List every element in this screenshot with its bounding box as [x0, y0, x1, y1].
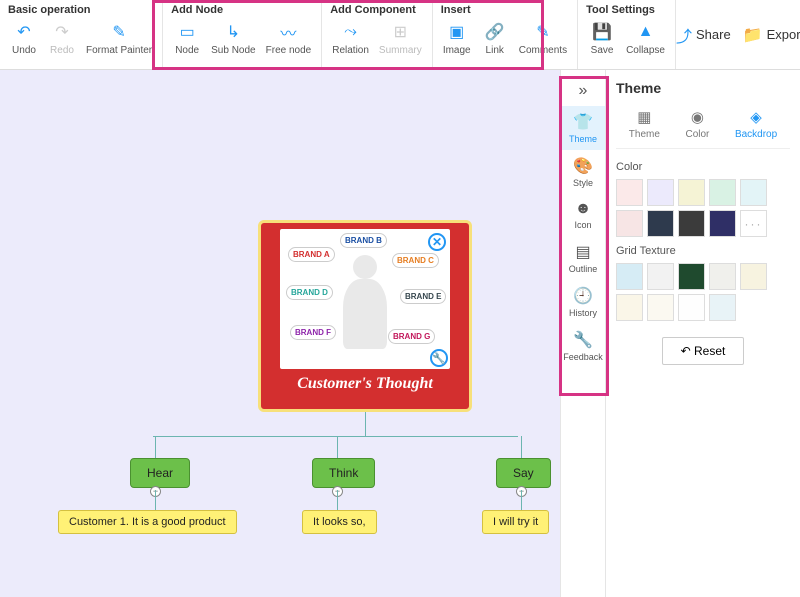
share-label: Share	[696, 27, 731, 42]
format-painter-label: Format Painter	[86, 45, 152, 56]
theme-tab-icon: ▦	[637, 108, 651, 126]
close-icon[interactable]: ✕	[428, 233, 446, 251]
brand-bubble: BRAND B	[340, 233, 387, 248]
brand-bubble: BRAND E	[400, 289, 446, 304]
panel-tab-backdrop[interactable]: ◈Backdrop	[735, 108, 777, 140]
color-swatch[interactable]	[647, 179, 674, 206]
brand-bubble: BRAND A	[288, 247, 335, 262]
export-label: Export	[767, 27, 800, 42]
brand-bubble: BRAND C	[392, 253, 439, 268]
save-icon: 💾	[592, 22, 612, 42]
format-painter-icon: ✎	[109, 22, 129, 42]
child-node-hear[interactable]: Hear	[130, 458, 190, 488]
toolbar-group-label: Basic operation	[6, 4, 156, 16]
main: ✕ BRAND A BRAND B BRAND C BRAND D BRAND E BRAN…	[0, 70, 800, 597]
color-swatch[interactable]	[647, 210, 674, 237]
panel-tab-theme[interactable]: ▦Theme	[629, 108, 660, 140]
save-button[interactable]: 💾 Save	[584, 20, 620, 58]
grid-swatch[interactable]	[709, 294, 736, 321]
root-title: Customer's Thought	[297, 375, 433, 393]
save-label: Save	[591, 45, 614, 56]
share-icon: ⤴	[676, 23, 692, 47]
theme-panel: Theme ▦Theme ◉Color ◈Backdrop Color ··· Grid T…	[606, 70, 800, 597]
leaf-node[interactable]: I will try it	[482, 510, 549, 534]
color-swatch[interactable]	[740, 179, 767, 206]
color-swatch[interactable]	[709, 179, 736, 206]
collapse-icon: ▲	[636, 22, 656, 42]
panel-tab-color[interactable]: ◉Color	[685, 108, 709, 140]
redo-button: ↷ Redo	[44, 20, 80, 58]
toolbar-group-label: Tool Settings	[584, 4, 669, 16]
color-tab-icon: ◉	[691, 108, 704, 126]
grid-swatch[interactable]	[647, 294, 674, 321]
grid-swatch[interactable]	[647, 263, 674, 290]
export-icon: 📁	[743, 25, 763, 45]
reset-button[interactable]: ↶ Reset	[662, 337, 745, 365]
root-node[interactable]: ✕ BRAND A BRAND B BRAND C BRAND D BRAND E BRAN…	[258, 220, 472, 412]
highlight-toolbar	[152, 0, 544, 70]
child-node-think[interactable]: Think	[312, 458, 375, 488]
color-section-label: Color	[616, 161, 790, 173]
leaf-node[interactable]: Customer 1. It is a good product	[58, 510, 237, 534]
grid-swatch[interactable]	[678, 263, 705, 290]
grid-swatch[interactable]	[740, 263, 767, 290]
export-button[interactable]: 📁 Export	[743, 25, 800, 45]
format-painter-button[interactable]: ✎ Format Painter	[82, 20, 156, 58]
leaf-node[interactable]: It looks so,	[302, 510, 377, 534]
root-image: ✕ BRAND A BRAND B BRAND C BRAND D BRAND E BRAN…	[280, 229, 450, 369]
color-swatch[interactable]	[709, 210, 736, 237]
collapse-button[interactable]: ▲ Collapse	[622, 20, 669, 58]
share-button[interactable]: ⤴ Share	[676, 23, 731, 47]
redo-label: Redo	[50, 45, 74, 56]
edit-icon[interactable]: 🔧	[430, 349, 448, 367]
grid-swatches	[616, 263, 790, 321]
undo-label: Undo	[12, 45, 36, 56]
panel-title: Theme	[616, 80, 790, 96]
brand-bubble: BRAND D	[286, 285, 333, 300]
grid-swatch[interactable]	[678, 294, 705, 321]
color-swatch[interactable]	[678, 179, 705, 206]
grid-swatch[interactable]	[709, 263, 736, 290]
color-swatches: ···	[616, 179, 790, 237]
toolbar-group-basic-operation: Basic operation ↶ Undo ↷ Redo ✎ Format Painter	[0, 0, 163, 69]
more-colors[interactable]: ···	[740, 210, 767, 237]
collapse-label: Collapse	[626, 45, 665, 56]
child-node-say[interactable]: Say	[496, 458, 551, 488]
color-swatch[interactable]	[678, 210, 705, 237]
color-swatch[interactable]	[616, 210, 643, 237]
panel-tabs: ▦Theme ◉Color ◈Backdrop	[616, 108, 790, 149]
undo-icon: ↶	[14, 22, 34, 42]
person-icon	[343, 279, 387, 349]
sidebar: »👕Theme🎨Style☻Icon▤Outline🕘History🔧Feedb…	[560, 70, 606, 597]
highlight-sidebar	[559, 76, 609, 396]
toolbar-group-tool-settings: Tool Settings 💾 Save ▲ Collapse	[578, 0, 676, 69]
brand-bubble: BRAND G	[388, 329, 435, 344]
redo-icon: ↷	[52, 22, 72, 42]
grid-swatch[interactable]	[616, 263, 643, 290]
undo-button[interactable]: ↶ Undo	[6, 20, 42, 58]
grid-swatch[interactable]	[616, 294, 643, 321]
canvas[interactable]: ✕ BRAND A BRAND B BRAND C BRAND D BRAND E BRAN…	[0, 70, 560, 597]
color-swatch[interactable]	[616, 179, 643, 206]
brand-bubble: BRAND F	[290, 325, 336, 340]
backdrop-tab-icon: ◈	[750, 108, 762, 126]
grid-section-label: Grid Texture	[616, 245, 790, 257]
